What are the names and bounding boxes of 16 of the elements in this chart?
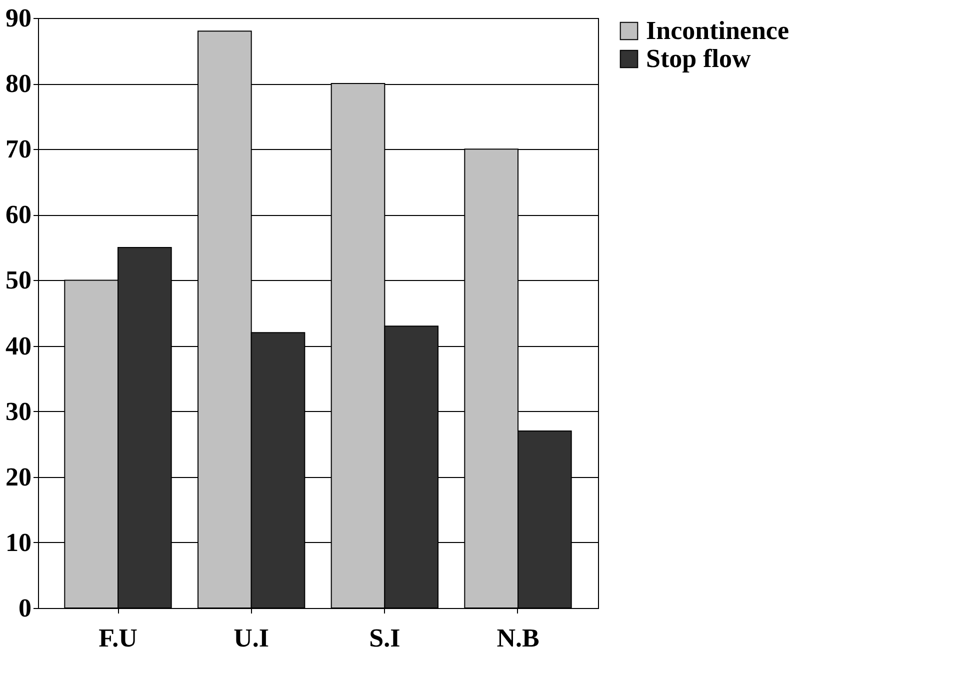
legend-label: Incontinence	[646, 16, 789, 45]
x-tick-label: F.U	[98, 624, 138, 652]
y-tick-label: 70	[6, 134, 32, 164]
y-tick-label: 60	[6, 200, 32, 230]
y-tick-label: 20	[6, 462, 32, 492]
x-tick-label: S.I	[369, 624, 400, 652]
y-tick-label: 40	[6, 331, 32, 360]
x-tick-label: U.I	[234, 624, 270, 652]
y-tick-label: 80	[6, 69, 32, 98]
y-tick-label: 30	[6, 396, 32, 426]
y-tick-label: 90	[6, 4, 32, 32]
x-tick-label: N.B	[496, 624, 540, 652]
y-tick-label: 10	[6, 528, 32, 557]
y-tick-label: 0	[18, 594, 32, 622]
legend-label: Stop flow	[646, 44, 751, 73]
y-tick-label: 50	[6, 266, 32, 295]
